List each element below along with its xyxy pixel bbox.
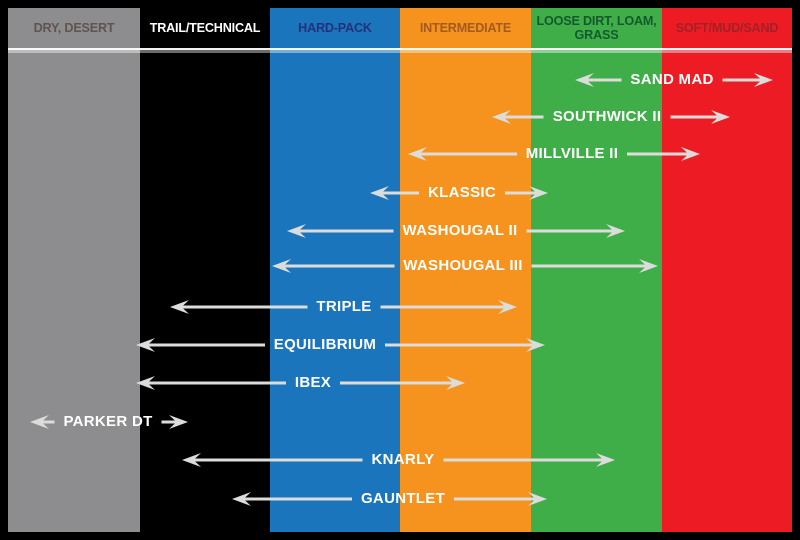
- column-intermediate: INTERMEDIATE: [400, 8, 531, 532]
- column-trail-technical: TRAIL/TECHNICAL: [140, 8, 270, 532]
- column-header-trail-technical: TRAIL/TECHNICAL: [149, 19, 261, 35]
- tire-label-ibex: IBEX: [294, 373, 332, 391]
- tire-label-washougal-iii: WASHOUGAL III: [403, 256, 523, 274]
- tire-label-knarly: KNARLY: [371, 450, 435, 468]
- tire-label-southwick-ii: SOUTHWICK II: [552, 107, 662, 125]
- tire-label-washougal-ii: WASHOUGAL II: [402, 221, 518, 239]
- header-separator-line: [8, 48, 792, 53]
- column-header-dry-desert: DRY, DESERT: [33, 19, 115, 35]
- tire-label-parker-dt: PARKER DT: [63, 412, 153, 430]
- column-hard-pack: HARD-PACK: [270, 8, 400, 532]
- tire-label-klassic: KLASSIC: [428, 183, 496, 201]
- column-dry-desert: DRY, DESERT: [8, 8, 140, 532]
- column-header-intermediate: INTERMEDIATE: [419, 19, 512, 35]
- tire-label-equilibrium: EQUILIBRIUM: [273, 335, 377, 353]
- column-header-hard-pack: HARD-PACK: [298, 19, 372, 35]
- tire-label-gauntlet: GAUNTLET: [360, 489, 446, 507]
- column-header-soft-mud-sand: SOFT/MUD/SAND: [675, 19, 779, 35]
- tire-label-millville-ii: MILLVILLE II: [525, 144, 619, 162]
- tire-label-triple: TRIPLE: [316, 297, 372, 315]
- tire-label-sand-mad: SAND MAD: [630, 70, 714, 88]
- column-header-loose-dirt-loam-grass: LOOSE DIRT, LOAM, GRASS: [536, 12, 657, 42]
- column-soft-mud-sand: SOFT/MUD/SAND: [662, 8, 792, 532]
